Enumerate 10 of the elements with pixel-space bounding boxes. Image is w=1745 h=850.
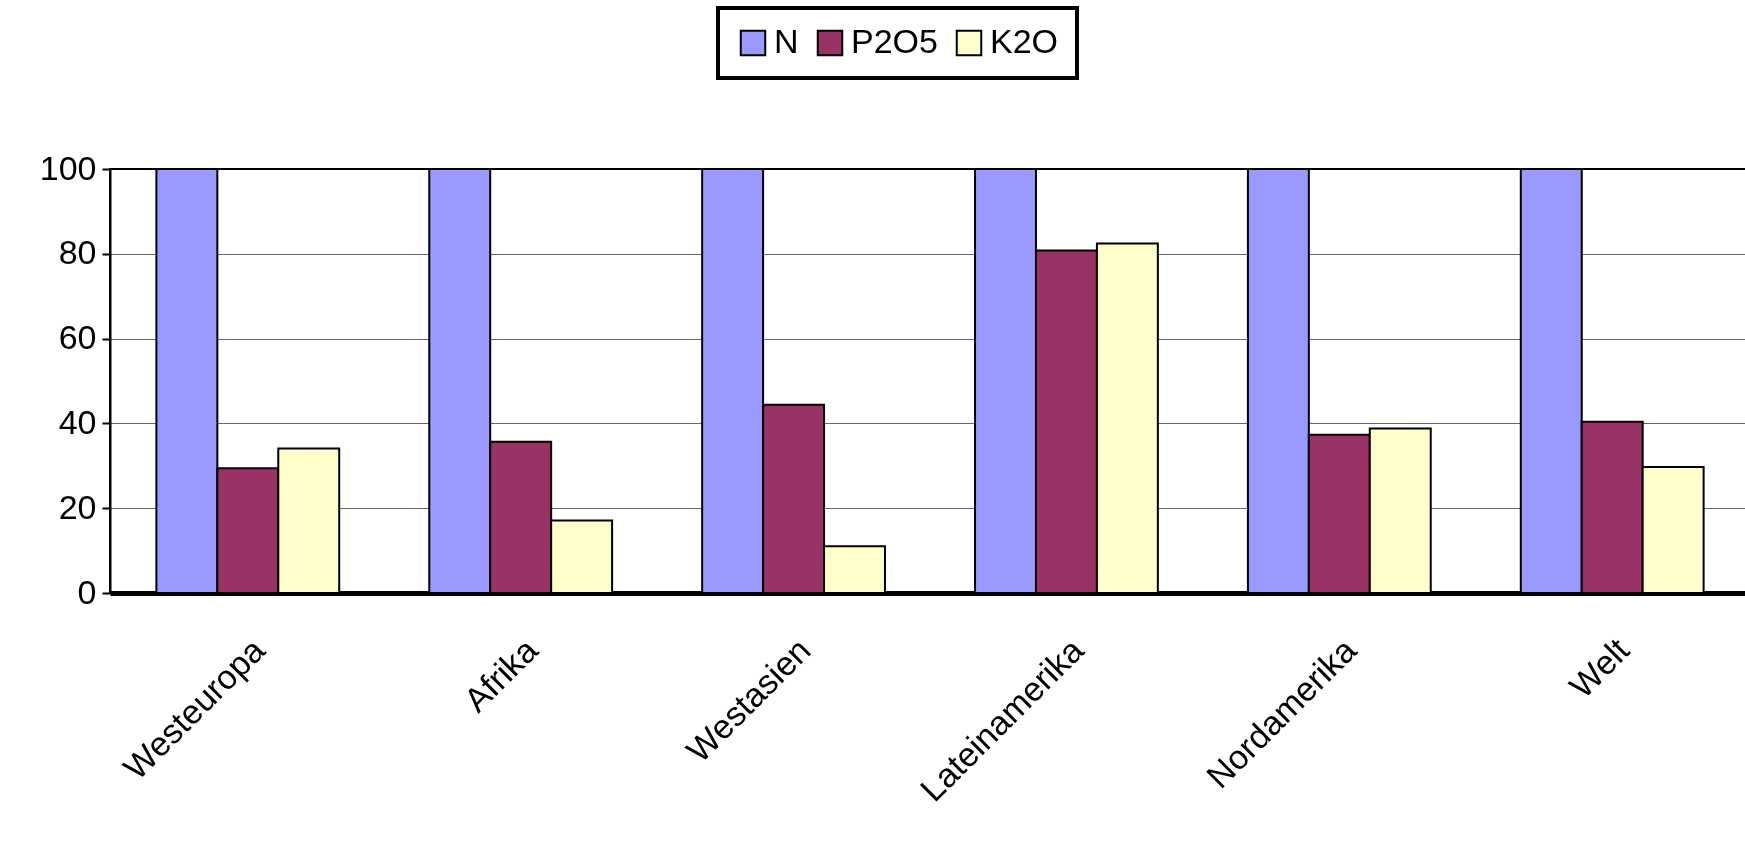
y-tick-label: 80 <box>58 233 97 272</box>
legend-label: N <box>774 22 799 60</box>
legend-label: P2O5 <box>851 22 938 60</box>
y-tick-label: 60 <box>58 318 97 357</box>
y-tick-label: 100 <box>39 148 97 187</box>
x-tick-label: Welt <box>1561 630 1637 706</box>
y-tick-label: 20 <box>58 487 97 526</box>
y-tick-label: 40 <box>58 402 97 441</box>
y-tick-label: 0 <box>77 572 97 611</box>
legend-label: K2O <box>990 22 1059 60</box>
